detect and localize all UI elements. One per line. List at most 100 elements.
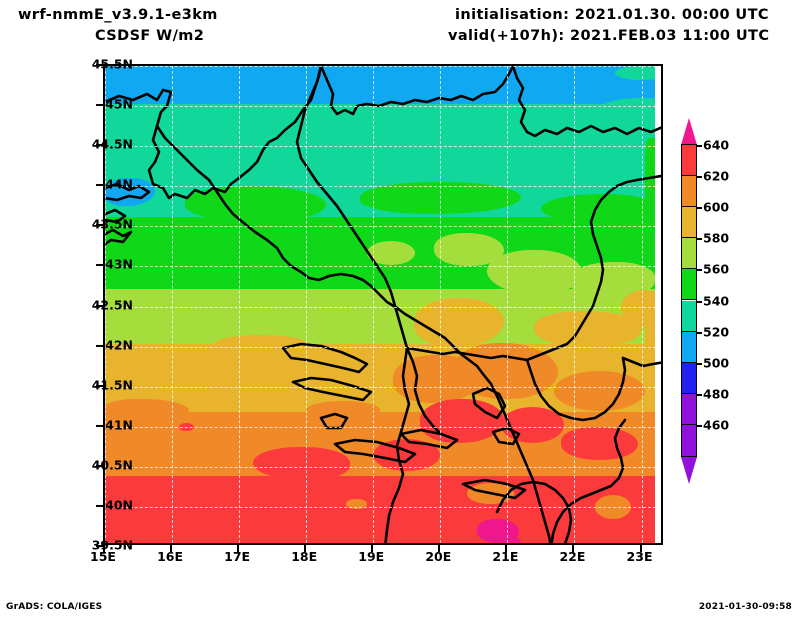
initialisation-label: initialisation: 2021.01.30. 00:00 UTC <box>455 7 769 23</box>
x-axis-tick-label: 23E <box>626 549 653 564</box>
colorbar-tick <box>696 207 702 210</box>
grid-line-horizontal <box>105 346 661 348</box>
y-axis-tick-label: 44N <box>105 176 133 192</box>
colorbar-tick <box>696 238 702 241</box>
grid-line-horizontal <box>105 426 661 428</box>
contour-patch <box>105 398 189 422</box>
colorbar-segment <box>682 145 696 177</box>
y-axis-tick-label: 45.5N <box>91 56 133 72</box>
grid-line-vertical <box>172 66 174 543</box>
y-axis-tick-label: 42.5N <box>91 297 133 312</box>
grads-credit-label: GrADS: COLA/IGES <box>6 602 103 612</box>
contour-patch <box>359 182 521 215</box>
x-axis-tick <box>103 545 105 552</box>
grid-line-vertical <box>373 66 375 543</box>
y-axis-tick-label: 40N <box>105 497 133 513</box>
colorbar-arrow-down <box>681 457 697 484</box>
y-axis-tick-label: 43N <box>105 256 133 272</box>
y-axis-tick <box>96 504 103 507</box>
contour-patch <box>306 401 380 419</box>
y-axis-tick <box>96 424 103 427</box>
chart-header: wrf-nmmE_v3.9.1-e3km CSDSF W/m2 initiali… <box>0 0 800 56</box>
x-axis-tick-label: 18E <box>291 549 318 564</box>
grid-line-vertical <box>306 66 308 543</box>
y-axis-tick <box>96 104 103 107</box>
contour-patch <box>500 537 521 543</box>
contour-patch <box>447 66 622 91</box>
y-axis-tick <box>96 344 103 347</box>
x-axis-tick <box>639 545 642 552</box>
colorbar-segment <box>682 331 696 363</box>
y-axis-tick <box>96 264 103 267</box>
model-name-label: wrf-nmmE_v3.9.1-e3km <box>18 7 218 23</box>
coastline-overlay <box>105 66 661 543</box>
y-axis-tick <box>96 384 103 387</box>
y-axis-tick <box>96 64 103 66</box>
contour-patch <box>346 498 367 509</box>
y-axis-tick <box>96 184 103 187</box>
grid-line-horizontal <box>105 266 661 268</box>
domain-edge-gap <box>655 66 661 543</box>
colorbar-tick-label: 640 <box>703 137 730 153</box>
colorbar-tick-label: 580 <box>703 230 730 246</box>
y-axis-tick-label: 39.5N <box>91 537 133 553</box>
colorbar-tick <box>696 424 702 427</box>
y-axis-tick <box>96 224 103 227</box>
contour-patch <box>105 66 250 100</box>
contour-patch <box>252 446 350 481</box>
colorbar-arrow-up <box>681 118 697 145</box>
render-timestamp-label: 2021-01-30-09:58 <box>698 602 792 612</box>
colorbar-tick <box>696 176 702 179</box>
x-axis-tick <box>304 545 307 552</box>
x-axis-tick-label: 21E <box>492 549 519 564</box>
contour-patch <box>272 66 427 95</box>
colorbar-tick-label: 540 <box>703 293 730 308</box>
y-axis-tick-label: 40.5N <box>91 457 133 473</box>
contour-patch <box>105 302 213 335</box>
colorbar-tick-label: 600 <box>703 199 730 215</box>
colorbar-segment <box>682 362 696 394</box>
y-axis-tick-label: 45N <box>105 96 133 112</box>
x-axis-tick <box>572 545 575 552</box>
grid-line-vertical <box>507 66 509 543</box>
colorbar-tick-label: 620 <box>703 168 730 184</box>
x-axis-tick-label: 22E <box>559 549 586 564</box>
colorbar <box>681 144 697 457</box>
colorbar-tick <box>696 145 702 147</box>
colorbar-tick <box>696 269 702 272</box>
grid-line-vertical <box>239 66 241 543</box>
grid-line-horizontal <box>105 226 661 228</box>
colorbar-tick <box>696 393 702 396</box>
y-axis-tick <box>96 464 103 467</box>
x-axis-tick <box>170 545 173 552</box>
x-axis-tick-label: 16E <box>157 549 184 564</box>
x-axis-tick-label: 17E <box>224 549 251 564</box>
contour-patch <box>420 398 505 443</box>
contour-patch <box>500 406 565 443</box>
x-axis-tick <box>505 545 508 552</box>
grid-line-horizontal <box>105 146 661 148</box>
x-axis-tick <box>371 545 374 552</box>
colorbar-tick <box>696 362 702 365</box>
grid-line-horizontal <box>105 106 661 108</box>
colorbar-segment <box>682 176 696 208</box>
colorbar-segment <box>682 300 696 332</box>
contour-patch <box>413 298 505 347</box>
grid-line-horizontal <box>105 66 661 67</box>
contour-patch <box>487 250 582 295</box>
grid-line-vertical <box>641 66 643 543</box>
grid-line-horizontal <box>105 466 661 468</box>
y-axis-tick-label: 41.5N <box>91 377 133 393</box>
colorbar-segment <box>682 238 696 270</box>
colorbar-tick <box>696 331 702 334</box>
colorbar-segment <box>682 424 696 456</box>
contour-patch <box>554 370 645 411</box>
map-plot-area <box>103 64 663 545</box>
grid-line-horizontal <box>105 306 661 308</box>
y-axis-tick <box>96 144 103 147</box>
y-axis-tick-label: 44.5N <box>91 136 133 152</box>
colorbar-tick-label: 460 <box>703 417 730 433</box>
contour-patch <box>614 66 661 81</box>
colorbar-tick-label: 500 <box>703 355 730 371</box>
colorbar-tick-label: 520 <box>703 324 730 340</box>
